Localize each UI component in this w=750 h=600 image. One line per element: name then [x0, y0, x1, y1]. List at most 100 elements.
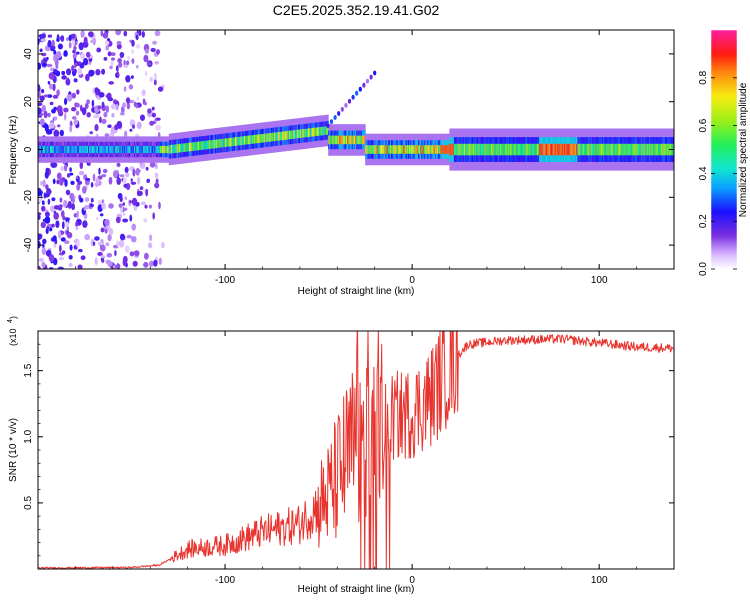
- spectrogram-image: [38, 30, 674, 269]
- spectrogram-band-core: [350, 135, 353, 145]
- spectrogram-band-core: [595, 143, 597, 156]
- spectrogram-noise-blob: [122, 212, 126, 217]
- spectrogram-band-core: [415, 145, 418, 154]
- spectrogram-band-core: [649, 143, 651, 156]
- spectrogram-band-core: [538, 143, 540, 156]
- spectrogram-band-core: [80, 145, 82, 154]
- spectrogram-band-core: [314, 127, 317, 137]
- spectrogram-noise-blob: [93, 115, 99, 119]
- spectrogram-band-core: [383, 145, 385, 154]
- spectrogram-noise-blob: [43, 94, 49, 98]
- spectrogram-band-core: [479, 143, 482, 156]
- snr-multiplier-base: (x10: [8, 328, 18, 346]
- colorbar-gradient: [711, 30, 737, 269]
- spectrogram-noise-blob: [64, 164, 68, 172]
- spectrogram-noise-blob: [81, 107, 87, 116]
- spectrogram-noise-blob: [111, 57, 115, 61]
- spectrogram-band-core: [322, 126, 325, 136]
- spectrogram-band-core: [332, 135, 335, 145]
- spectrogram-noise-blob: [110, 103, 117, 110]
- spectrogram-band-core: [103, 145, 106, 154]
- spectrogram-band-core: [157, 145, 160, 154]
- spectrogram-band-core: [154, 145, 156, 154]
- spectrogram-band-core: [511, 143, 513, 156]
- spectrogram-band-core: [651, 143, 653, 156]
- spectrogram-noise-blob: [123, 30, 128, 37]
- spectrogram-band-core: [514, 143, 517, 156]
- snr-multiplier: (x10 4 ): [7, 316, 18, 346]
- spectrogram-branch-point: [351, 94, 355, 100]
- spectrogram-noise-blob: [126, 97, 131, 104]
- spectrogram-band-core: [469, 143, 472, 156]
- spectrogram-band-core: [249, 135, 252, 144]
- spectrogram-band-core: [545, 143, 548, 156]
- spectrogram-noise-blob: [57, 266, 64, 269]
- spectrogram-noise-blob: [105, 94, 111, 98]
- spectrogram-noise-blob: [52, 83, 56, 92]
- spectrogram-band-core: [382, 145, 384, 154]
- spectrogram-noise-blob: [65, 221, 69, 228]
- spectrogram-band-core: [62, 145, 64, 154]
- colorbar-tick-label: 0.6: [698, 118, 709, 132]
- spectrogram-band-core: [111, 145, 114, 154]
- spectrogram-band-core: [541, 143, 543, 156]
- spectrogram-band-core: [365, 145, 367, 154]
- snr-x-label: Height of straight line (km): [298, 584, 415, 595]
- spectrogram-noise-blob: [143, 261, 149, 268]
- spectrogram-noise-blob: [47, 112, 51, 118]
- spectrogram-noise-blob: [118, 61, 123, 68]
- spectrogram-band-core: [605, 143, 607, 156]
- spectrogram-noise-blob: [42, 62, 48, 66]
- spectrogram-band-core: [456, 143, 458, 156]
- spectrogram-noise-blob: [132, 260, 138, 267]
- spectrogram-band-core: [432, 145, 435, 154]
- spectrogram-y-axis: -40 -20 0 20 40: [23, 48, 674, 252]
- spectrogram-noise-blob: [65, 189, 71, 196]
- spectrogram-band-core: [334, 135, 337, 145]
- spectrogram-band-core: [169, 145, 172, 154]
- spectrogram-noise-blob: [73, 78, 78, 83]
- spectrogram-noise-blob: [151, 106, 155, 111]
- spectrogram-band-core: [393, 145, 395, 154]
- spectrogram-band-core: [379, 145, 382, 154]
- spectrogram-noise-blob: [54, 129, 58, 137]
- spectrogram-noise-blob: [41, 52, 47, 57]
- spectrogram-band-core: [661, 143, 664, 156]
- spectrogram-band-core: [612, 143, 614, 156]
- snr-y-tick-label: 1.0: [23, 429, 34, 443]
- spectrogram-band-core: [193, 142, 196, 151]
- spectrogram-band-core: [457, 143, 459, 156]
- spectrogram-branch-point: [329, 119, 334, 124]
- spectrogram-noise-blob: [63, 50, 68, 57]
- spectrogram-band-core: [618, 143, 621, 156]
- spectrogram-x-tick-label: 100: [591, 275, 608, 286]
- spectrogram-band-core: [351, 135, 354, 145]
- spectrogram-noise-blob: [40, 221, 46, 229]
- spectrogram-band-core: [277, 132, 280, 141]
- spectrogram-band-core: [468, 143, 471, 156]
- spectrogram-noise-blob: [72, 39, 76, 46]
- spectrogram-band-core: [116, 145, 118, 154]
- spectrogram-noise-blob: [84, 103, 89, 110]
- spectrogram-band-core: [258, 134, 261, 143]
- spectrogram-band-core: [623, 143, 625, 156]
- spectrogram-noise-blob: [79, 197, 84, 203]
- spectrogram-band-core: [489, 143, 492, 156]
- spectrogram-band-core: [524, 143, 527, 156]
- spectrogram-band-core: [302, 129, 304, 138]
- spectrogram-branch-point: [344, 103, 348, 108]
- spectrogram-band-core: [361, 135, 364, 145]
- spectrogram-noise-blob: [64, 179, 68, 187]
- spectrogram-noise-blob: [107, 97, 114, 102]
- spectrogram-band-core: [544, 143, 547, 156]
- spectrogram-noise-blob: [90, 39, 96, 44]
- spectrogram-band-core: [385, 145, 387, 154]
- spectrogram-band-core: [372, 145, 374, 154]
- spectrogram-noise-blob: [108, 203, 114, 209]
- spectrogram-noise-blob: [144, 204, 148, 209]
- spectrogram-noise-blob: [71, 92, 77, 99]
- spectrogram-branch-point: [347, 98, 352, 104]
- spectrogram-band-core: [340, 135, 343, 145]
- spectrogram-noise-blob: [100, 255, 106, 259]
- spectrogram-noise-blob: [77, 180, 83, 185]
